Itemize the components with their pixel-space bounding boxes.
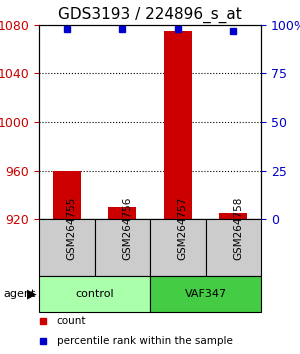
Text: ▶: ▶ (27, 287, 37, 300)
FancyBboxPatch shape (150, 276, 261, 312)
FancyBboxPatch shape (39, 276, 150, 312)
Bar (53, 171, 81, 219)
FancyBboxPatch shape (94, 219, 150, 276)
Text: agent: agent (3, 289, 35, 299)
Bar (108, 207, 136, 219)
FancyBboxPatch shape (39, 219, 94, 276)
Title: GDS3193 / 224896_s_at: GDS3193 / 224896_s_at (58, 7, 242, 23)
FancyBboxPatch shape (150, 219, 206, 276)
Text: GSM264755: GSM264755 (67, 196, 77, 260)
Bar (164, 31, 192, 219)
Bar (219, 213, 247, 219)
Text: GSM264756: GSM264756 (122, 196, 132, 260)
Text: GSM264758: GSM264758 (233, 196, 243, 260)
Text: count: count (57, 316, 86, 326)
Text: control: control (75, 289, 114, 299)
Text: percentile rank within the sample: percentile rank within the sample (57, 336, 232, 346)
Text: VAF347: VAF347 (184, 289, 226, 299)
Text: GSM264757: GSM264757 (178, 196, 188, 260)
FancyBboxPatch shape (206, 219, 261, 276)
